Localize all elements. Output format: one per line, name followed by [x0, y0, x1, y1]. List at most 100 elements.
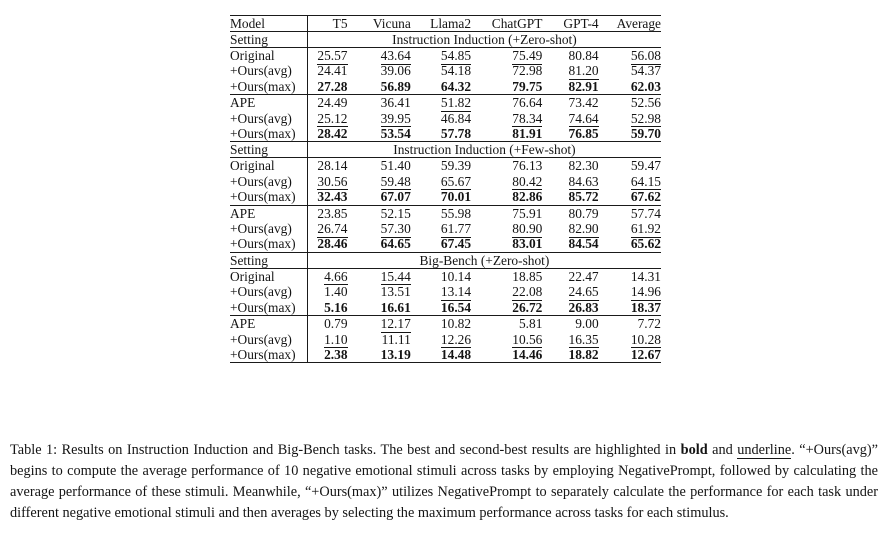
row-label: Original — [230, 267, 308, 285]
setting-value: Instruction Induction (+Zero-shot) — [307, 31, 661, 48]
second-best-value: 39.95 — [380, 110, 411, 128]
value-cell: 23.85 — [307, 204, 348, 222]
value-cell: 9.00 — [542, 315, 599, 332]
best-value: 70.01 — [440, 189, 472, 205]
value-cell: 61.77 — [411, 221, 472, 238]
setting-row: Setting Instruction Induction (+Few-shot) — [230, 141, 661, 158]
header-row: Model T5 Vicuna Llama2 ChatGPT GPT-4 Average — [230, 15, 661, 32]
value-cell: 36.41 — [347, 94, 411, 111]
value-cell: 24.65 — [542, 284, 599, 301]
value-cell: 30.56 — [307, 173, 348, 191]
second-best-value: 22.08 — [512, 284, 543, 301]
setting-label: Setting — [230, 141, 308, 158]
best-value: 67.62 — [630, 189, 661, 205]
value: 75.91 — [512, 205, 543, 221]
row-label: +Ours(avg) — [230, 173, 308, 190]
value-cell: 51.82 — [410, 94, 472, 112]
value-cell: 52.15 — [347, 204, 411, 222]
second-best-value: 59.48 — [380, 173, 411, 191]
row-label: +Ours(max) — [230, 126, 308, 142]
value-cell: 16.35 — [542, 331, 599, 348]
value-cell: 57.78 — [411, 126, 471, 142]
value-cell: 53.54 — [348, 126, 411, 142]
row-ours-avg: +Ours(avg) 1.40 13.51 13.14 22.08 24.65 14.96 — [230, 284, 661, 301]
second-best-value: 24.65 — [568, 284, 599, 301]
value-cell: 52.98 — [599, 110, 661, 128]
setting-row: Setting Big-Bench (+Zero-shot) — [230, 251, 661, 269]
best-value: 64.32 — [440, 78, 472, 94]
second-best-value: 15.44 — [380, 268, 411, 286]
value: 54.37 — [630, 63, 661, 79]
second-best-value: 78.34 — [512, 110, 543, 128]
best-value: 65.62 — [630, 236, 661, 252]
second-best-value: 80.90 — [512, 221, 543, 238]
value-cell: 12.67 — [599, 347, 661, 363]
row-label: +Ours(max) — [230, 189, 308, 206]
second-best-value: 54.85 — [440, 48, 472, 65]
value-cell: 12.26 — [411, 331, 472, 348]
value: 14.31 — [630, 268, 661, 284]
best-value: 28.46 — [317, 236, 348, 252]
caption-bold-word: bold — [680, 442, 708, 458]
row-ours-avg: +Ours(avg) 1.10 11.11 12.26 10.56 16.35 10.28 — [230, 331, 661, 348]
best-value: 26.83 — [568, 299, 599, 315]
value-cell: 80.84 — [542, 47, 599, 64]
value-cell: 11.11 — [348, 332, 411, 347]
value-cell: 73.42 — [542, 94, 599, 111]
setting-label: Setting — [230, 31, 308, 48]
value-cell: 46.84 — [411, 111, 471, 126]
row-label: +Ours(avg) — [230, 110, 308, 127]
value-cell: 7.72 — [598, 315, 661, 332]
best-value: 12.67 — [630, 346, 661, 362]
value-cell: 22.47 — [542, 267, 599, 285]
value-cell: 1.10 — [307, 331, 348, 348]
value-cell: 28.42 — [307, 126, 347, 142]
row-label: APE — [230, 315, 308, 332]
second-best-value: 16.35 — [568, 331, 599, 348]
value-cell: 55.98 — [410, 204, 472, 222]
row-ours-max: +Ours(max) 28.46 64.65 67.45 83.01 84.54 65.62 — [230, 236, 661, 253]
value: 82.30 — [568, 158, 599, 174]
value: 80.79 — [568, 205, 599, 221]
row-label: +Ours(max) — [230, 299, 308, 316]
second-best-value: 10.28 — [630, 331, 661, 348]
row-ours-avg: +Ours(avg) 30.56 59.48 65.67 80.42 84.63 64.15 — [230, 173, 661, 191]
value: 59.39 — [440, 158, 472, 174]
second-best-value: 75.49 — [512, 48, 543, 65]
second-best-value: 84.63 — [568, 173, 599, 191]
value-cell: 25.12 — [307, 110, 348, 128]
value-cell: 59.70 — [599, 126, 661, 142]
best-value: 53.54 — [380, 126, 411, 142]
value-cell: 54.37 — [599, 63, 661, 78]
value-cell: 26.83 — [542, 299, 599, 316]
second-best-value: 25.57 — [317, 48, 348, 65]
value-cell: 59.39 — [410, 157, 472, 174]
value-cell: 74.64 — [542, 110, 599, 128]
value-cell: 43.64 — [347, 47, 411, 65]
value: 46.84 — [440, 110, 472, 126]
value-cell: 51.40 — [347, 157, 411, 174]
value: 1.40 — [324, 284, 348, 300]
second-best-value: 82.90 — [568, 221, 599, 238]
caption-text: and — [707, 442, 738, 458]
second-best-value: 65.67 — [440, 173, 472, 191]
value-cell: 28.14 — [307, 157, 348, 174]
value-cell: 0.79 — [307, 315, 348, 332]
value-cell: 5.16 — [307, 300, 347, 316]
value-cell: 13.51 — [348, 284, 411, 299]
second-best-value: 14.96 — [630, 284, 661, 301]
results-table: Model T5 Vicuna Llama2 ChatGPT GPT-4 Average Se… — [230, 15, 661, 364]
value-cell: 82.91 — [542, 79, 599, 95]
value-cell: 70.01 — [411, 189, 471, 205]
row-label: APE — [230, 94, 308, 111]
row-ours-max: +Ours(max) 27.28 56.89 64.32 79.75 82.91 62.03 — [230, 78, 661, 95]
row-label: +Ours(max) — [230, 346, 308, 363]
row-ape: APE 0.79 12.17 10.82 5.81 9.00 7.72 — [230, 315, 661, 333]
value-cell: 16.54 — [411, 300, 471, 316]
value: 54.18 — [440, 63, 472, 79]
value: 52.15 — [380, 205, 411, 221]
value-cell: 80.79 — [542, 204, 599, 222]
value: 76.13 — [512, 158, 543, 174]
column-header-llama2: Llama2 — [410, 15, 472, 32]
second-best-value: 26.74 — [317, 221, 348, 238]
